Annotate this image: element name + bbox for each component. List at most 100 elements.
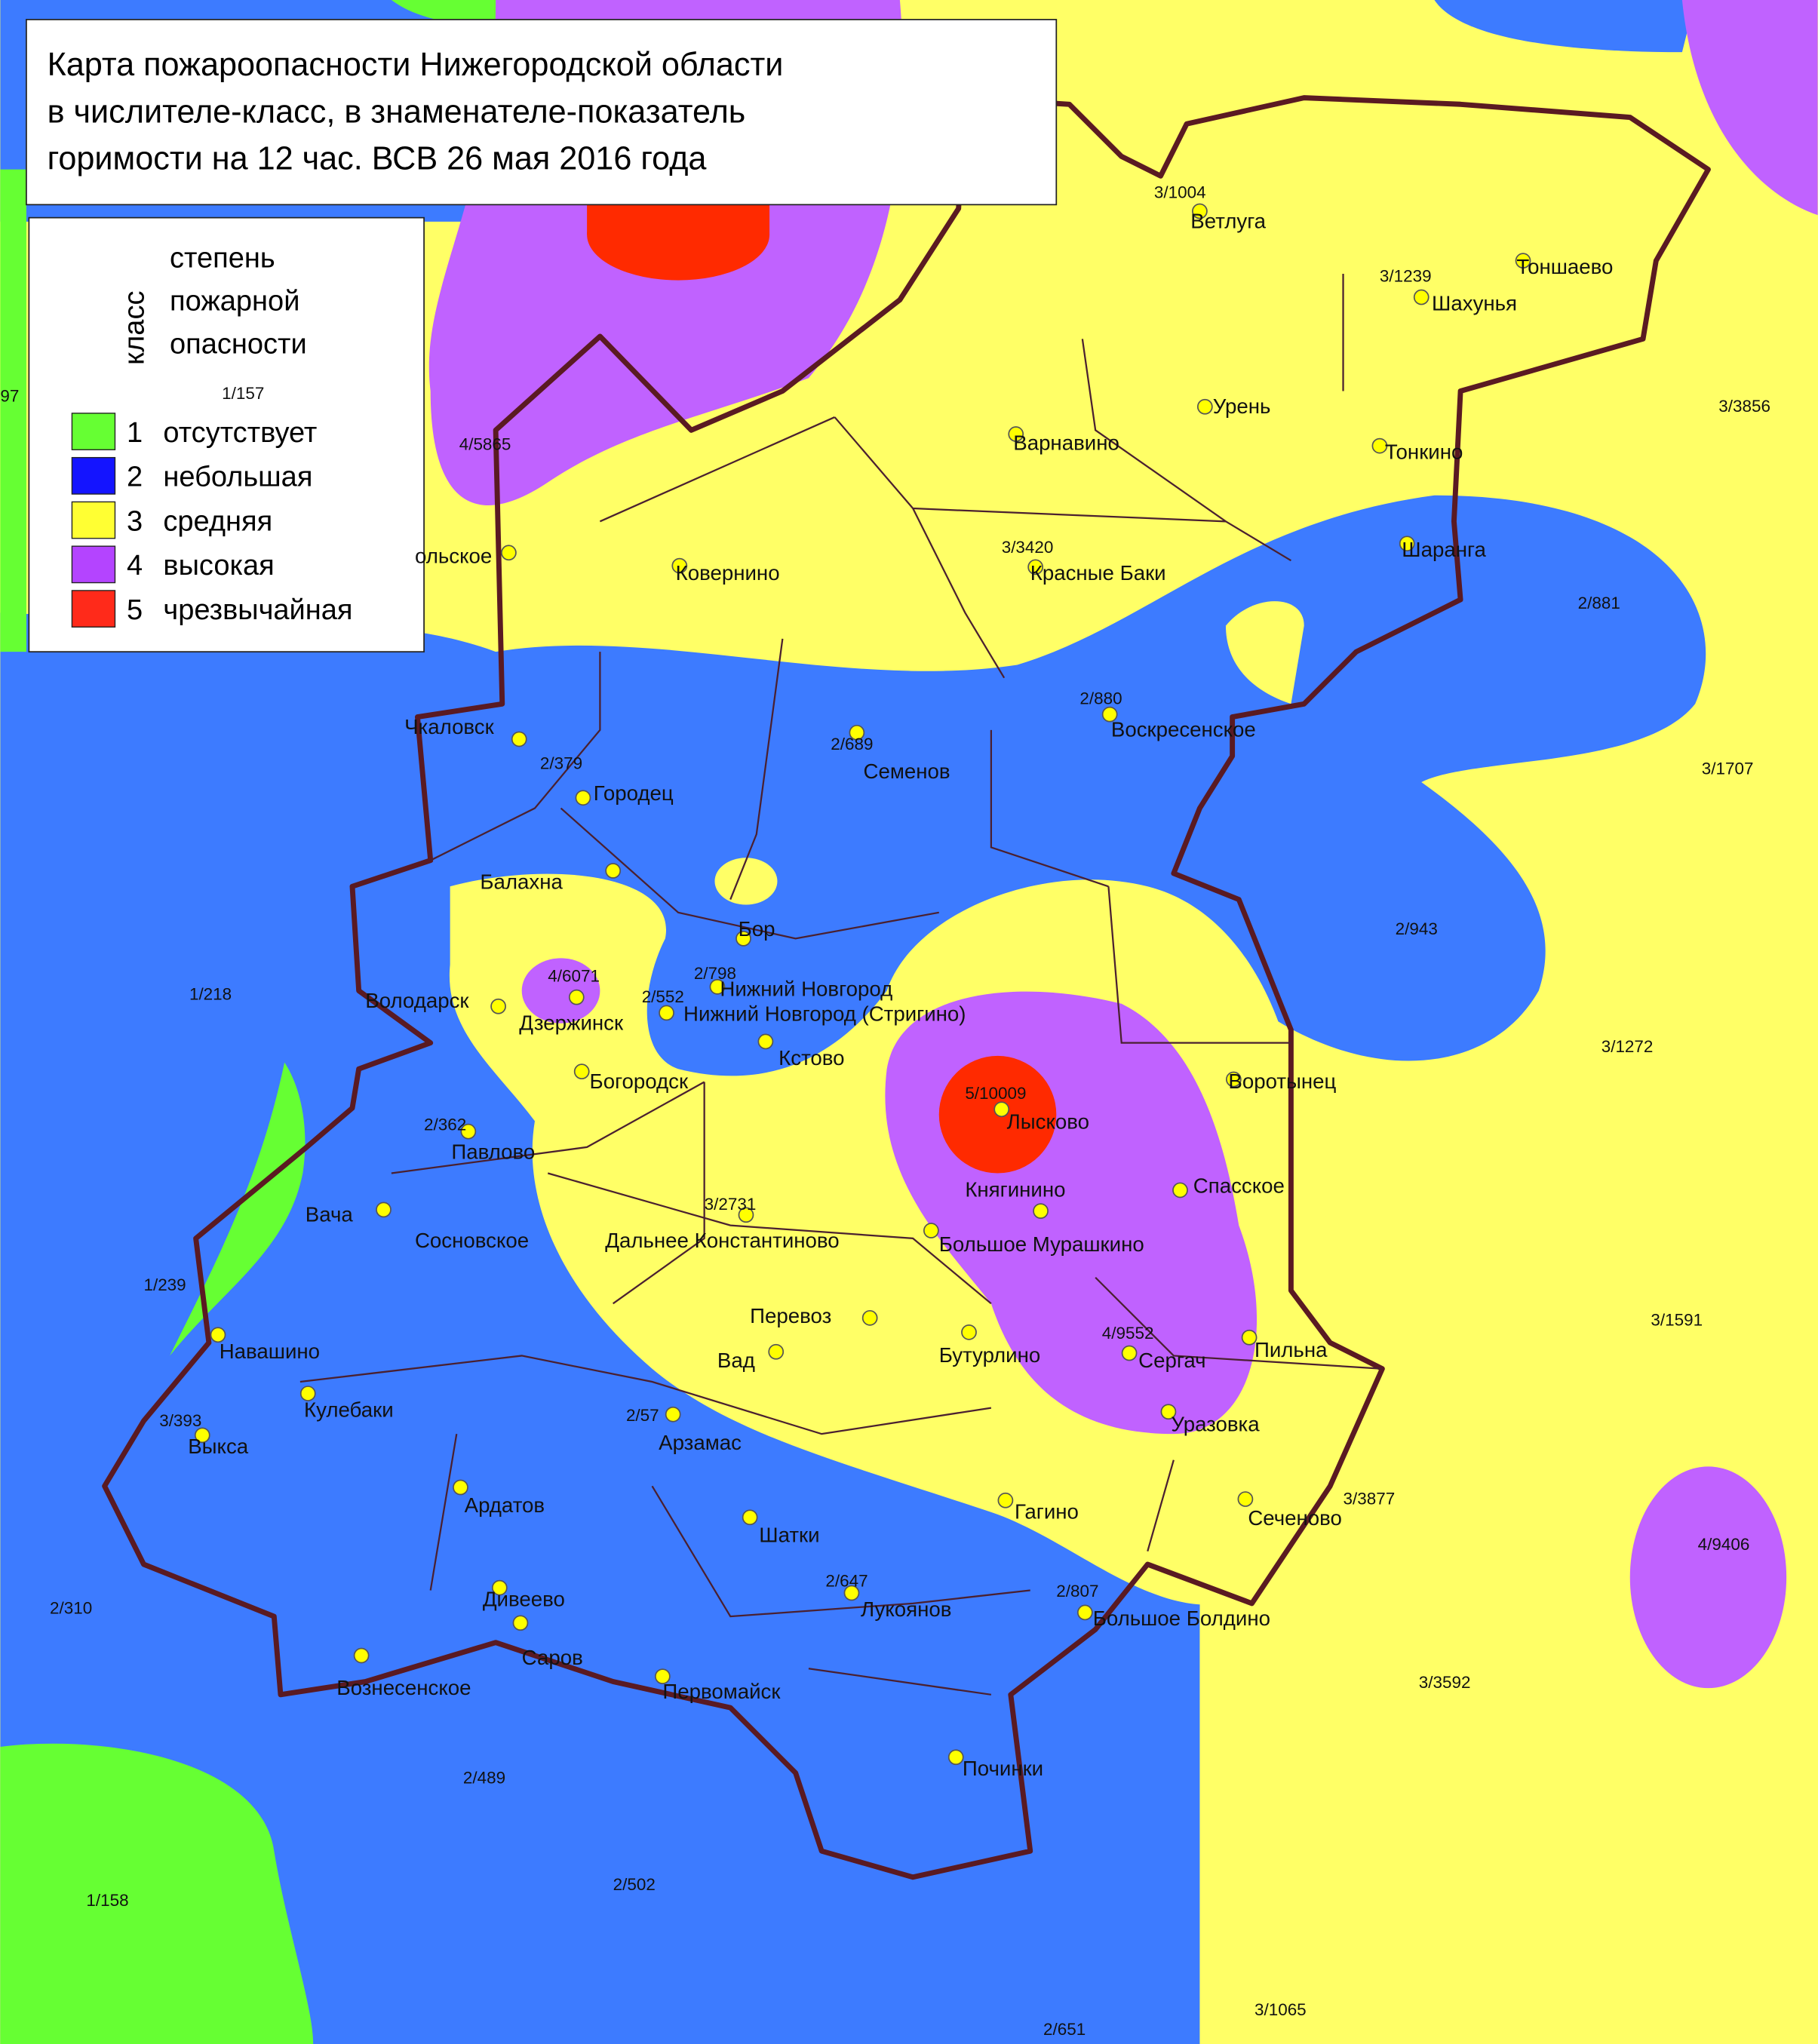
station-label: 3/3877 (1344, 1489, 1396, 1508)
settlement-dot (993, 1101, 1010, 1118)
legend-class: 5 (127, 594, 143, 626)
settlement-label: Сеченово (1248, 1506, 1342, 1530)
settlement-dot (568, 989, 585, 1005)
zone-blue (1434, 0, 1696, 53)
settlement-label: Нижний Новгород (720, 977, 892, 1000)
settlement-label: Ветлуга (1190, 209, 1266, 232)
station-label: 2/647 (825, 1571, 868, 1590)
settlement-label: Арзамас (659, 1431, 742, 1454)
settlement-label: Большое Болдино (1093, 1607, 1270, 1630)
legend-label: высокая (163, 550, 274, 582)
title-line: Карта пожароопасности Нижегородской обла… (48, 47, 784, 83)
settlement-dot (376, 1202, 392, 1218)
zone-purple (1681, 0, 1818, 216)
settlement-label: ольское (415, 545, 492, 568)
settlement-label: Уразовка (1171, 1413, 1260, 1436)
legend-subheading: степень (170, 242, 275, 274)
zone-yellow (1225, 601, 1304, 704)
settlement-label: Кстово (778, 1046, 844, 1070)
station-label: 4/6071 (548, 966, 600, 985)
station-label: 3/393 (159, 1411, 201, 1430)
zone-green (170, 1062, 306, 1356)
settlement-label: Сосновское (415, 1229, 529, 1252)
settlement-label: Шаранга (1402, 538, 1486, 561)
station-label: 2/807 (1056, 1582, 1098, 1601)
settlement-label: Воскресенское (1111, 717, 1256, 741)
station-label: 3/3856 (1718, 397, 1770, 416)
settlement-dot (1033, 1203, 1049, 1219)
settlement-dot (735, 931, 751, 947)
settlement-label: Гагино (1015, 1499, 1079, 1523)
station-label: 2/502 (613, 1875, 656, 1894)
title-box (26, 19, 1058, 206)
settlement-dot (1225, 1071, 1242, 1088)
settlement-dot (671, 557, 688, 574)
settlement-dot (511, 731, 527, 747)
legend-class: 3 (127, 505, 143, 537)
title-line: горимости на 12 час. ВСВ 26 мая 2016 год… (48, 141, 708, 177)
settlement-label: Дивеево (483, 1587, 565, 1610)
settlement-label: Большое Мурашкино (939, 1232, 1144, 1256)
settlement-dot (501, 545, 517, 561)
settlement-label: Варнавино (1013, 431, 1119, 454)
legend-swatch (71, 456, 116, 495)
settlement-label: Бор (739, 917, 775, 941)
settlement-label: Тоншаево (1516, 255, 1613, 278)
station-label: 2/379 (540, 754, 582, 773)
station-label: 3/1239 (1380, 266, 1432, 285)
settlement-label: Воротынец (1228, 1070, 1336, 1093)
station-label: 2/689 (831, 735, 873, 753)
settlement-label: Богородск (590, 1070, 689, 1093)
settlement-dot (573, 1063, 590, 1080)
settlement-label: Лукоянов (861, 1597, 951, 1621)
settlement-label: Красные Баки (1030, 561, 1166, 585)
zone-green (0, 169, 26, 652)
settlement-dot (849, 724, 865, 741)
legend-class: 4 (127, 550, 143, 582)
settlement-dot (757, 1033, 774, 1050)
settlement-dot (861, 1309, 878, 1326)
legend-swatch (71, 501, 116, 539)
station-label: 5/10009 (965, 1084, 1026, 1103)
station-label: 2/798 (694, 964, 736, 983)
legend-heading: класс (118, 291, 150, 365)
settlement-dot (947, 1749, 964, 1766)
station-label: 4/9406 (1698, 1535, 1750, 1554)
settlement-label: Навашино (220, 1340, 320, 1363)
settlement-label: Сергач (1138, 1349, 1205, 1372)
station-label: 2/310 (50, 1599, 92, 1618)
settlement-label: Саров (522, 1646, 583, 1669)
settlement-label: Вознесенское (336, 1676, 471, 1699)
settlement-label: Чкаловск (404, 715, 495, 738)
legend-subheading: пожарной (170, 285, 299, 317)
settlement-label: Урень (1213, 394, 1271, 418)
legend-swatch (71, 413, 116, 450)
settlement-dot (768, 1343, 785, 1360)
station-label: 2/362 (424, 1115, 466, 1134)
settlement-dot (1196, 398, 1213, 415)
legend-class: 2 (127, 462, 143, 493)
settlement-dot (490, 998, 506, 1014)
station-label: 1/239 (143, 1275, 186, 1294)
station-label: 1/158 (86, 1891, 128, 1910)
station-label: 2/880 (1079, 689, 1122, 707)
settlement-dot (512, 1615, 529, 1631)
legend-swatch (71, 590, 116, 628)
station-label: 4/5865 (459, 434, 511, 453)
settlement-label: Перевоз (750, 1304, 831, 1327)
station-label: 3/1591 (1651, 1311, 1703, 1330)
settlement-dot (997, 1492, 1014, 1508)
station-label: 3/2731 (705, 1195, 757, 1214)
station-label: 3/3420 (1002, 538, 1054, 557)
settlement-label: Починки (963, 1757, 1043, 1780)
station-label: 1/218 (189, 985, 232, 1004)
zone-green (0, 1743, 314, 2044)
station-label: 3/1707 (1702, 760, 1754, 778)
title-line: в числителе-класс, в знаменателе-показат… (48, 94, 746, 130)
settlement-dot (1237, 1491, 1254, 1507)
settlement-dot (1101, 706, 1118, 723)
zone-purple (521, 958, 600, 1024)
settlement-dot (1160, 1404, 1177, 1420)
settlement-dot (1121, 1345, 1138, 1361)
settlement-dot (1371, 437, 1388, 454)
